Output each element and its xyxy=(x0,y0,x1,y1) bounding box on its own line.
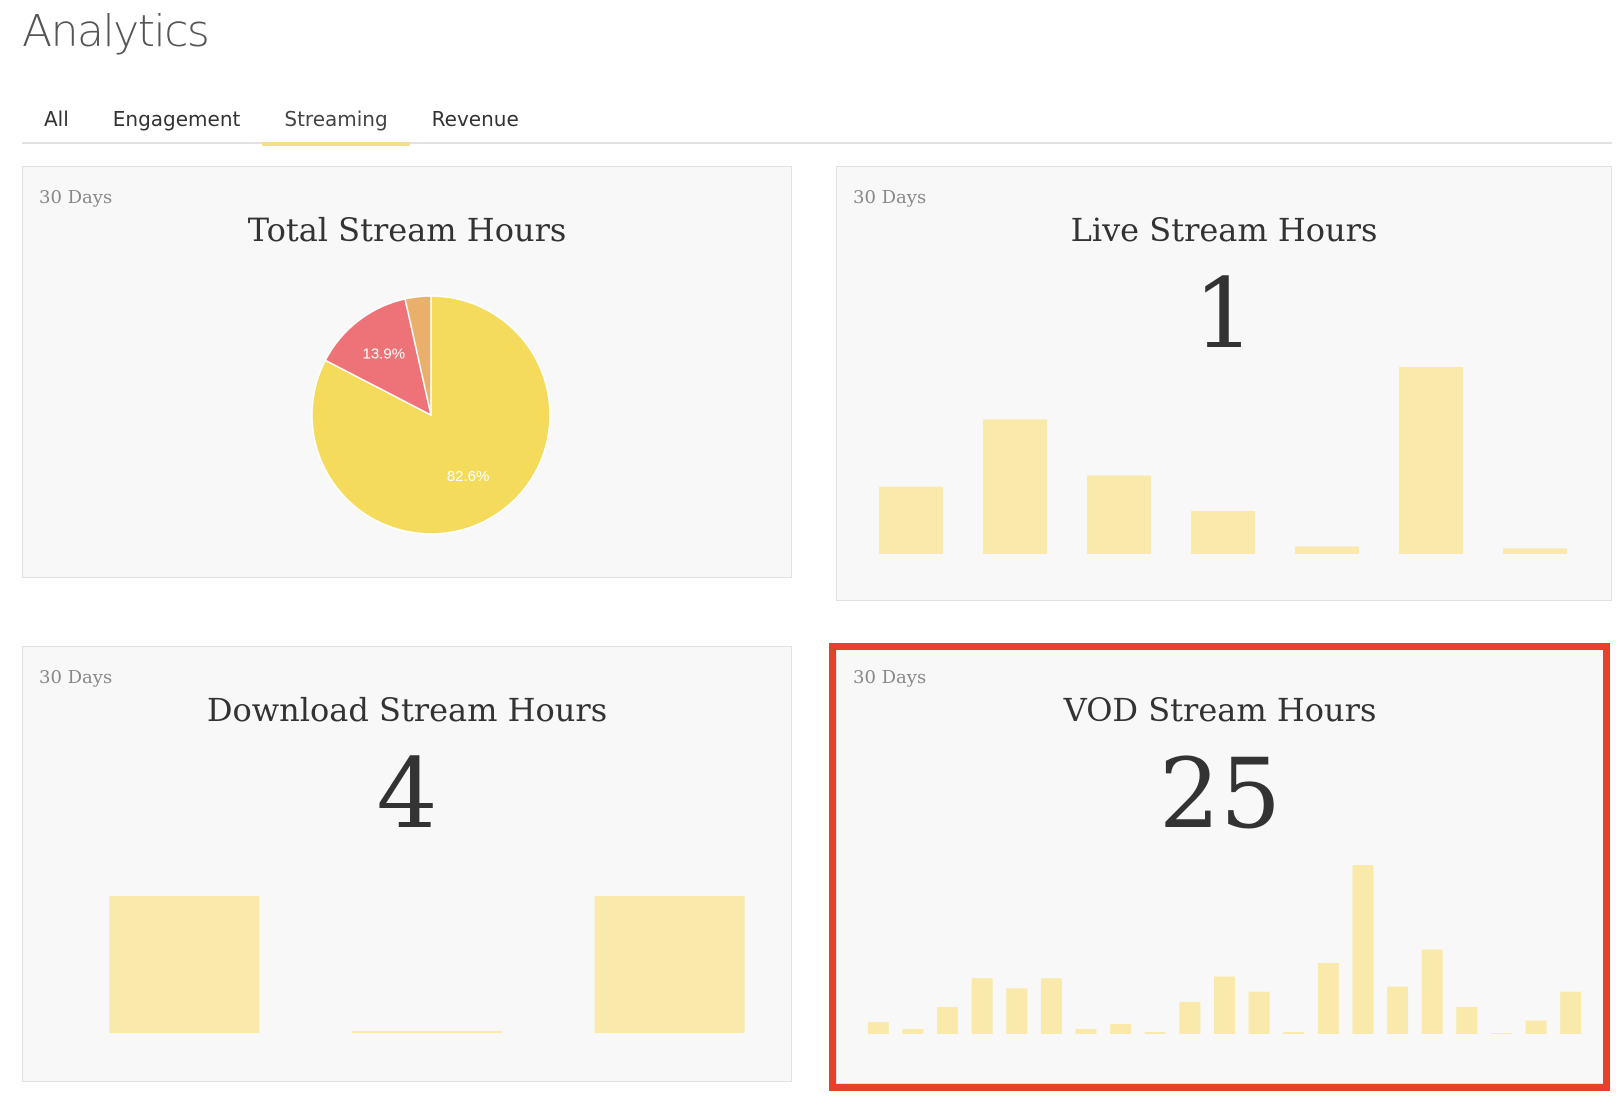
bar xyxy=(352,1031,502,1033)
pie-slice-label: 82.6% xyxy=(447,468,490,485)
bar xyxy=(1179,1001,1201,1034)
tab-all[interactable]: All xyxy=(44,107,69,131)
pie-chart: 82.6% 13.9% xyxy=(311,295,551,535)
bar xyxy=(1087,475,1151,554)
card-title: Live Stream Hours xyxy=(1070,211,1378,249)
live-stream-hours-card: 30 Days Live Stream Hours 1 xyxy=(836,166,1612,601)
bar xyxy=(1421,949,1443,1034)
bar xyxy=(1040,978,1062,1034)
card-title: VOD Stream Hours xyxy=(1063,691,1377,729)
total-stream-hours-card: 30 Days Total Stream Hours 82.6% 13.9% xyxy=(22,166,792,578)
bar xyxy=(1560,991,1582,1034)
metric-value: 4 xyxy=(376,738,438,850)
bar xyxy=(867,1022,889,1034)
bar xyxy=(1352,865,1374,1034)
bar xyxy=(109,896,260,1033)
date-range-label: 30 Days xyxy=(39,667,113,688)
date-range-label: 30 Days xyxy=(853,187,927,208)
bar xyxy=(1110,1023,1132,1034)
pie-slice xyxy=(404,295,432,416)
bar xyxy=(1075,1028,1097,1034)
bar-chart xyxy=(867,865,1582,1034)
bar xyxy=(902,1028,924,1034)
bar-chart xyxy=(879,367,1567,554)
bar xyxy=(1399,367,1463,554)
tab-streaming[interactable]: Streaming xyxy=(262,100,410,146)
bar xyxy=(937,1006,959,1034)
tab-revenue[interactable]: Revenue xyxy=(431,107,519,131)
bar xyxy=(1456,1006,1478,1034)
bar xyxy=(1006,988,1028,1034)
bar-chart xyxy=(109,896,745,1033)
tab-engagement[interactable]: Engagement xyxy=(112,107,241,131)
card-title: Total Stream Hours xyxy=(247,211,567,249)
bar xyxy=(1283,1032,1305,1034)
bar xyxy=(1214,976,1235,1034)
bar xyxy=(594,896,745,1033)
bar xyxy=(1525,1020,1547,1034)
bar xyxy=(1191,510,1255,554)
bar xyxy=(1248,991,1270,1034)
vod-stream-hours-card: 30 Days VOD Stream Hours 25 xyxy=(836,646,1604,1084)
bar xyxy=(971,978,993,1034)
metric-value: 1 xyxy=(1193,258,1255,370)
pie-slice xyxy=(324,297,433,417)
bar xyxy=(1295,546,1359,554)
bar xyxy=(1144,1032,1166,1034)
download-stream-hours-card: 30 Days Download Stream Hours 4 xyxy=(22,646,792,1082)
metric-value: 25 xyxy=(1158,738,1282,850)
bar xyxy=(1490,1033,1512,1034)
date-range-label: 30 Days xyxy=(39,187,113,208)
bar xyxy=(1317,963,1339,1034)
bar xyxy=(1387,986,1409,1034)
page-title: Analytics xyxy=(22,6,210,57)
card-title: Download Stream Hours xyxy=(206,691,608,729)
tab-bar: All Engagement Streaming Revenue xyxy=(22,100,1612,146)
bar xyxy=(879,486,943,554)
bar xyxy=(1503,548,1567,554)
date-range-label: 30 Days xyxy=(853,667,927,688)
bar xyxy=(983,419,1047,554)
pie-slice-label: 13.9% xyxy=(363,346,406,363)
